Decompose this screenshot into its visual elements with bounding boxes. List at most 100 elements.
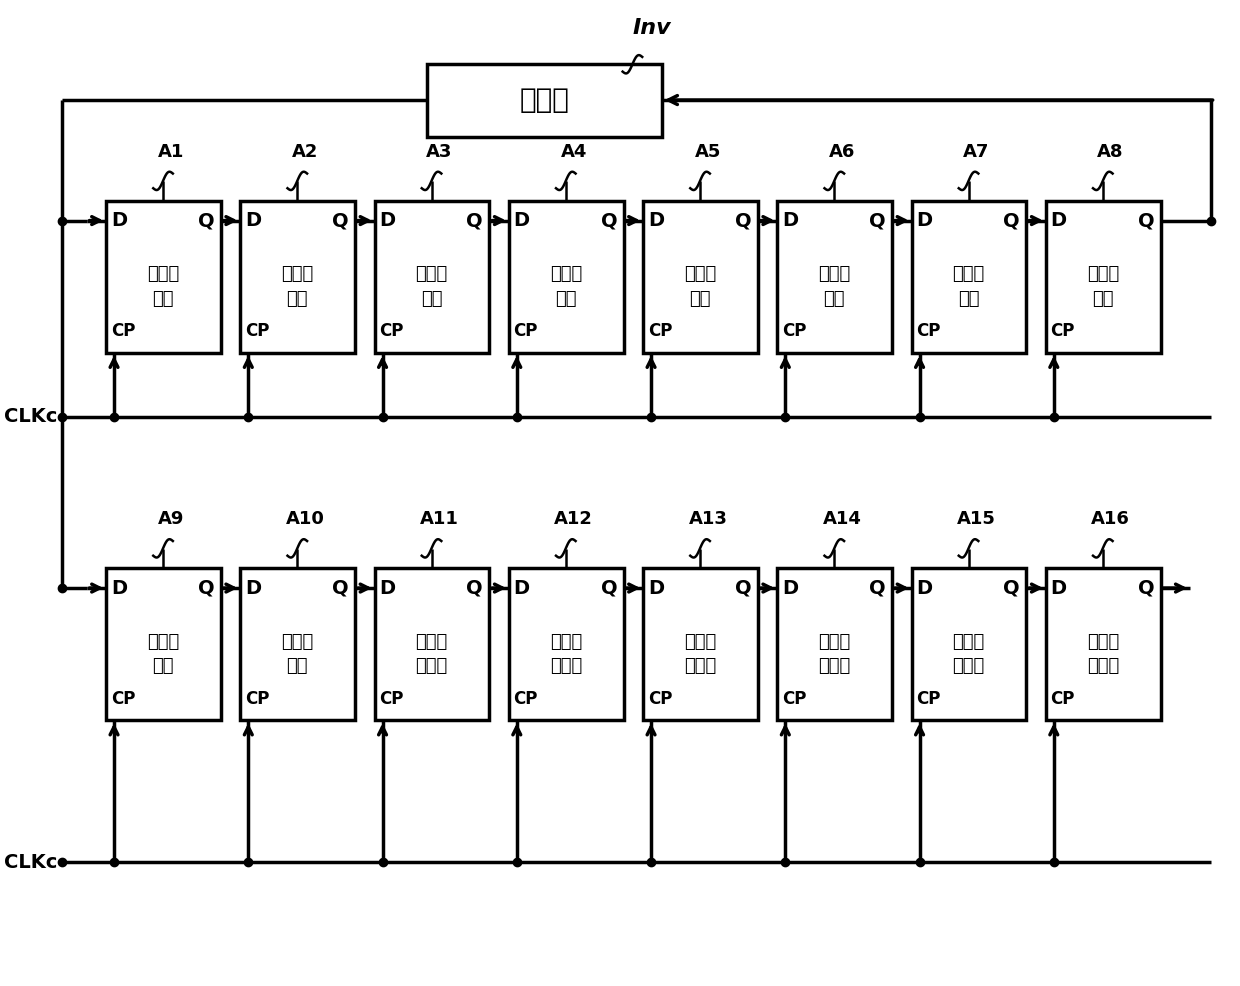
Text: 第九触: 第九触 [146,633,179,651]
Bar [107,201,221,353]
Text: A4: A4 [560,143,587,161]
Text: 第十触: 第十触 [281,633,314,651]
Text: CP: CP [1050,690,1075,708]
Text: A14: A14 [822,511,862,528]
Text: 发器: 发器 [957,290,980,308]
Text: D: D [110,211,126,230]
Bar [911,201,1027,353]
Text: 触发器: 触发器 [415,658,448,675]
Text: A13: A13 [688,511,728,528]
Bar [508,569,624,721]
Text: D: D [647,211,663,230]
Bar [644,201,758,353]
Text: 发器: 发器 [153,290,174,308]
Text: Q: Q [332,211,348,230]
Text: 发器: 发器 [286,658,308,675]
Bar [911,569,1027,721]
Text: D: D [916,211,932,230]
Text: Q: Q [869,211,885,230]
Text: CP: CP [916,322,941,340]
Text: CP: CP [782,322,806,340]
Text: Q: Q [1003,579,1021,598]
Text: 第十三: 第十三 [684,633,717,651]
Text: Q: Q [1137,579,1154,598]
Text: CLKc: CLKc [4,853,57,872]
Text: 触发器: 触发器 [952,658,985,675]
Bar [1047,201,1161,353]
Text: Q: Q [869,579,885,598]
Text: 发器: 发器 [556,290,577,308]
Text: CP: CP [647,322,672,340]
Text: D: D [246,579,262,598]
Text: D: D [916,579,932,598]
Text: 触发器: 触发器 [818,658,851,675]
Bar [777,569,892,721]
Text: A11: A11 [420,511,459,528]
Text: D: D [647,579,663,598]
Bar [241,201,355,353]
Text: Q: Q [735,211,751,230]
Text: 第一触: 第一触 [146,265,179,283]
Text: 第七触: 第七触 [952,265,985,283]
Bar [644,569,758,721]
Text: CP: CP [513,690,538,708]
Text: 发器: 发器 [823,290,844,308]
Bar [374,569,490,721]
Text: 第八触: 第八触 [1086,265,1118,283]
Text: 第四触: 第四触 [549,265,582,283]
Text: Q: Q [600,211,618,230]
Text: D: D [110,579,126,598]
Text: 发器: 发器 [1092,290,1114,308]
Text: CP: CP [782,690,806,708]
Text: 反相器: 反相器 [520,86,569,114]
Text: Q: Q [198,579,215,598]
Bar [508,201,624,353]
Text: CP: CP [379,322,403,340]
Text: CP: CP [110,690,135,708]
Text: A2: A2 [291,143,319,161]
Bar [427,64,662,137]
Text: 第五触: 第五触 [684,265,717,283]
Text: D: D [513,211,529,230]
Text: D: D [1050,211,1066,230]
Bar [374,201,490,353]
Text: D: D [379,579,396,598]
Text: CP: CP [513,322,538,340]
Text: Q: Q [600,579,618,598]
Text: 第二触: 第二触 [281,265,314,283]
Text: 第十一: 第十一 [415,633,448,651]
Bar [1047,569,1161,721]
Text: 第十四: 第十四 [818,633,851,651]
Text: 第十六: 第十六 [1086,633,1118,651]
Text: CP: CP [1050,322,1075,340]
Text: 触发器: 触发器 [549,658,582,675]
Text: CLKc: CLKc [4,407,57,426]
Text: Q: Q [466,211,482,230]
Text: 第六触: 第六触 [818,265,851,283]
Text: D: D [782,579,799,598]
Text: Q: Q [466,579,482,598]
Text: 触发器: 触发器 [684,658,717,675]
Text: 触发器: 触发器 [1086,658,1118,675]
Text: 第十二: 第十二 [549,633,582,651]
Text: Inv: Inv [632,18,671,37]
Text: A9: A9 [157,511,184,528]
Text: A10: A10 [285,511,325,528]
Bar [241,569,355,721]
Text: Q: Q [1137,211,1154,230]
Text: CP: CP [379,690,403,708]
Text: A7: A7 [963,143,990,161]
Text: Q: Q [735,579,751,598]
Text: 发器: 发器 [689,290,711,308]
Text: 第三触: 第三触 [415,265,448,283]
Text: A15: A15 [957,511,996,528]
Bar [777,201,892,353]
Text: 发器: 发器 [420,290,443,308]
Text: CP: CP [246,322,269,340]
Text: A5: A5 [694,143,722,161]
Text: A8: A8 [1097,143,1123,161]
Text: D: D [782,211,799,230]
Text: A1: A1 [157,143,184,161]
Text: 第十五: 第十五 [952,633,985,651]
Text: D: D [246,211,262,230]
